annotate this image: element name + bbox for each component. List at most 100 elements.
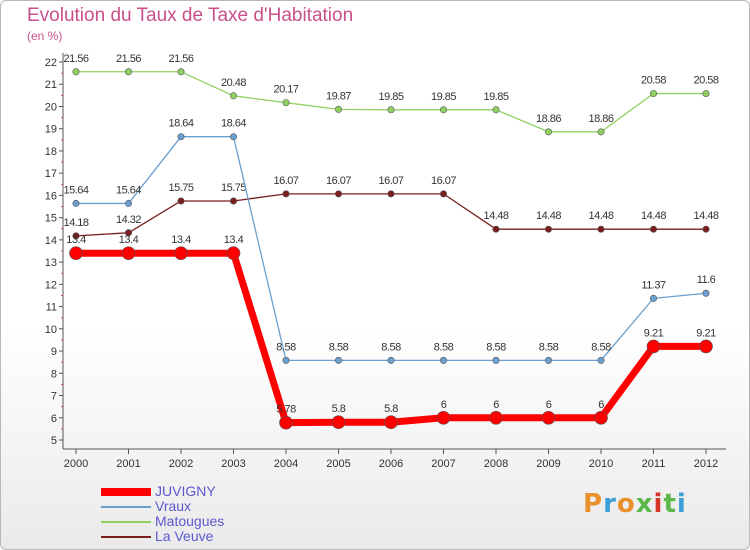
data-label-matougues: 19.87 bbox=[326, 90, 351, 102]
y-tick-label: 7 bbox=[51, 391, 57, 403]
data-label-matougues: 20.17 bbox=[273, 84, 298, 96]
y-axis-unit: (en %) bbox=[27, 29, 63, 43]
legend-swatch-vraux bbox=[101, 506, 151, 508]
data-label-la-veuve: 14.48 bbox=[641, 210, 666, 222]
data-label-juvigny: 6 bbox=[441, 399, 447, 411]
y-tick-label: 19 bbox=[45, 124, 57, 136]
data-label-juvigny: 9.21 bbox=[696, 327, 716, 339]
y-tick-label: 20 bbox=[45, 101, 57, 113]
data-point-matougues bbox=[282, 99, 290, 107]
data-point-matougues bbox=[544, 128, 552, 136]
data-point-la-veuve bbox=[597, 225, 605, 233]
data-label-la-veuve: 14.18 bbox=[63, 217, 88, 229]
data-label-juvigny: 6 bbox=[493, 399, 499, 411]
data-label-la-veuve: 16.07 bbox=[273, 175, 298, 187]
data-point-la-veuve bbox=[702, 225, 710, 233]
data-point-vraux bbox=[72, 199, 80, 207]
y-tick-label: 21 bbox=[45, 79, 57, 91]
x-tick-label: 2010 bbox=[589, 458, 613, 470]
data-point-matougues bbox=[72, 68, 80, 76]
data-label-vraux: 8.58 bbox=[486, 341, 506, 353]
legend-swatch-juvigny bbox=[101, 488, 151, 496]
data-point-la-veuve bbox=[177, 197, 185, 205]
data-label-matougues: 20.58 bbox=[693, 75, 718, 87]
data-point-juvigny bbox=[279, 415, 293, 430]
data-label-vraux: 8.58 bbox=[381, 341, 401, 353]
series-line-vraux bbox=[76, 136, 707, 362]
data-label-vraux: 8.58 bbox=[434, 341, 454, 353]
data-point-vraux bbox=[597, 356, 605, 364]
data-label-vraux: 8.58 bbox=[329, 341, 349, 353]
legend-label-vraux: Vraux bbox=[155, 498, 192, 514]
x-tick-label: 2009 bbox=[536, 458, 560, 470]
data-point-la-veuve bbox=[387, 190, 395, 198]
data-point-matougues bbox=[177, 68, 185, 76]
data-label-la-veuve: 14.48 bbox=[588, 210, 613, 222]
data-point-matougues bbox=[492, 106, 500, 114]
data-point-juvigny bbox=[331, 415, 346, 430]
y-tick-label: 6 bbox=[51, 413, 57, 425]
x-tick-label: 2007 bbox=[431, 458, 455, 470]
data-label-juvigny: 13.4 bbox=[66, 234, 86, 246]
data-point-la-veuve bbox=[334, 190, 342, 198]
data-label-matougues: 18.86 bbox=[588, 113, 613, 125]
y-tick-label: 15 bbox=[45, 213, 57, 225]
y-tick-label: 14 bbox=[45, 235, 57, 247]
x-tick-label: 2001 bbox=[116, 458, 140, 470]
x-tick-label: 2006 bbox=[379, 458, 403, 470]
data-label-juvigny: 5.8 bbox=[332, 403, 346, 415]
data-point-vraux bbox=[649, 294, 657, 302]
data-label-vraux: 18.64 bbox=[168, 118, 193, 130]
data-label-matougues: 21.56 bbox=[168, 53, 193, 65]
data-label-juvigny: 6 bbox=[598, 399, 604, 411]
data-label-matougues: 18.86 bbox=[536, 113, 561, 125]
logo-letter: i bbox=[676, 489, 687, 519]
data-label-matougues: 20.48 bbox=[221, 77, 246, 89]
data-point-vraux bbox=[282, 356, 290, 364]
data-label-matougues: 19.85 bbox=[483, 91, 508, 103]
data-label-matougues: 19.85 bbox=[431, 91, 456, 103]
logo-letter: i bbox=[653, 489, 664, 519]
logo-letter: o bbox=[616, 489, 636, 519]
legend-swatch-la-veuve bbox=[101, 536, 151, 538]
data-point-la-veuve bbox=[439, 190, 447, 198]
data-label-vraux: 15.64 bbox=[116, 184, 141, 196]
data-label-matougues: 21.56 bbox=[116, 53, 141, 65]
x-tick-label: 2003 bbox=[221, 458, 245, 470]
y-tick-label: 16 bbox=[45, 190, 57, 202]
data-label-vraux: 11.6 bbox=[697, 274, 716, 286]
logo-letter: x bbox=[635, 489, 654, 519]
data-label-juvigny: 9.21 bbox=[644, 327, 664, 339]
data-label-la-veuve: 14.48 bbox=[693, 210, 718, 222]
data-label-matougues: 21.56 bbox=[63, 53, 88, 65]
data-point-vraux bbox=[230, 133, 238, 141]
data-label-vraux: 11.37 bbox=[641, 279, 666, 291]
data-label-juvigny: 5.78 bbox=[276, 404, 296, 416]
x-tick-label: 2008 bbox=[484, 458, 508, 470]
y-tick-label: 8 bbox=[51, 368, 57, 380]
x-tick-label: 2000 bbox=[64, 458, 88, 470]
y-tick-label: 12 bbox=[45, 279, 57, 291]
data-label-vraux: 8.58 bbox=[539, 341, 559, 353]
data-point-juvigny bbox=[541, 410, 556, 425]
data-point-juvigny bbox=[489, 410, 503, 425]
data-point-vraux bbox=[387, 356, 395, 364]
data-label-la-veuve: 16.07 bbox=[378, 175, 403, 187]
x-tick-label: 2011 bbox=[642, 458, 666, 470]
logo-letter: t bbox=[663, 489, 677, 519]
data-point-matougues bbox=[334, 105, 342, 113]
data-label-juvigny: 13.4 bbox=[171, 234, 191, 246]
data-point-matougues bbox=[597, 128, 605, 136]
legend-label-la-veuve: La Veuve bbox=[155, 528, 214, 544]
data-point-vraux bbox=[177, 133, 185, 141]
data-point-juvigny bbox=[121, 246, 136, 261]
data-point-la-veuve bbox=[230, 197, 238, 205]
data-label-la-veuve: 15.75 bbox=[221, 182, 246, 194]
data-point-matougues bbox=[702, 90, 710, 98]
data-label-la-veuve: 16.07 bbox=[326, 175, 351, 187]
data-label-juvigny: 5.8 bbox=[384, 403, 398, 415]
data-point-matougues bbox=[387, 106, 395, 114]
data-label-la-veuve: 14.32 bbox=[116, 214, 141, 226]
data-point-matougues bbox=[230, 92, 238, 100]
data-point-juvigny bbox=[226, 246, 241, 261]
